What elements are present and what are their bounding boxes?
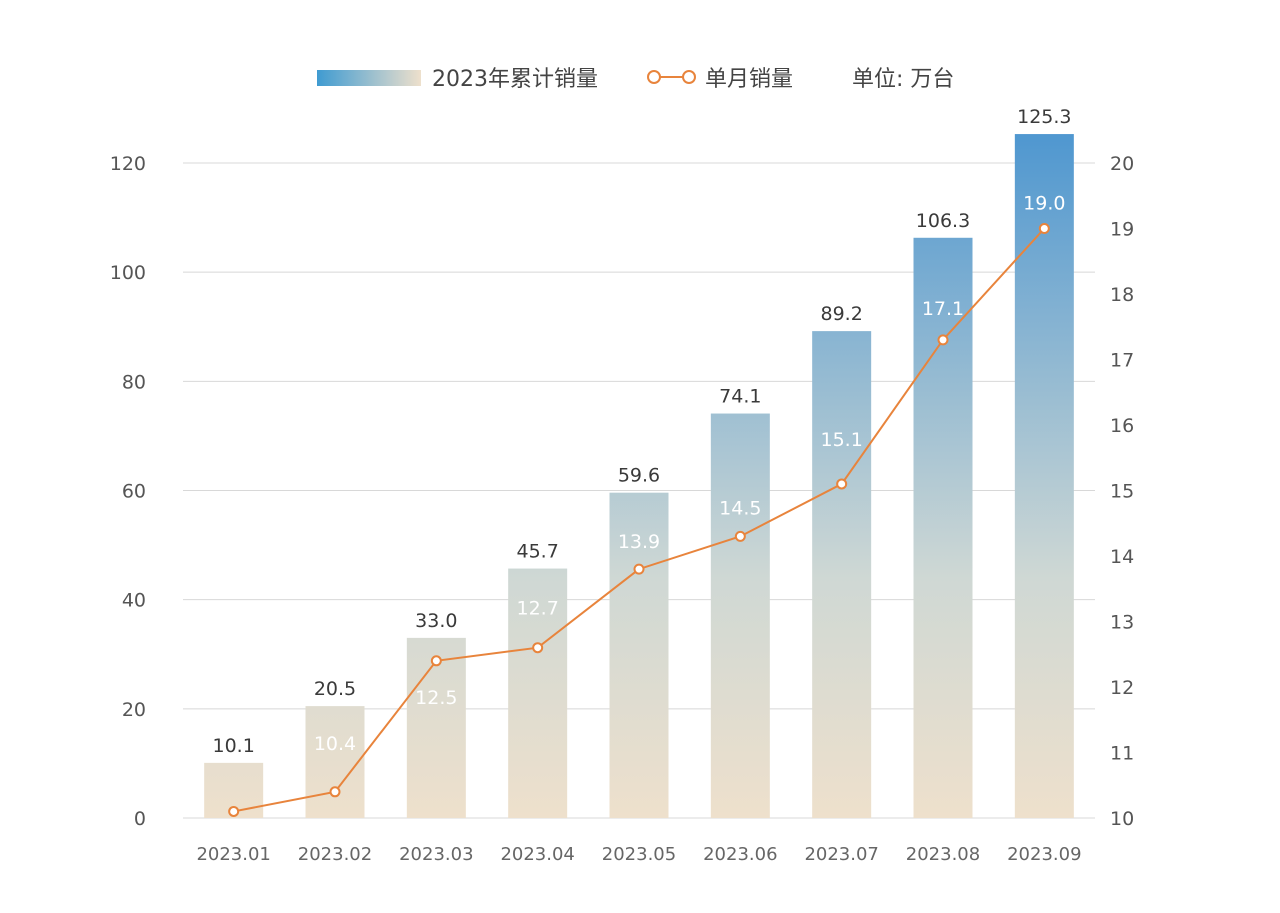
x-axis: 2023.01 2023.02 2023.03 2023.04 2023.05 2023.… <box>196 844 1081 865</box>
x-tick-label: 2023.08 <box>906 844 980 865</box>
bar-value-label: 10.1 <box>213 735 255 757</box>
bar-value-label: 125.3 <box>1017 106 1071 128</box>
y-right-tick-label: 16 <box>1110 415 1134 437</box>
legend-bar-label: 2023年累计销量 <box>432 67 598 92</box>
line-series: 10.4 12.5 12.7 13.9 14.5 15.1 17.1 19.0 <box>228 193 1065 817</box>
line-value-label: 12.5 <box>415 687 457 709</box>
line-point <box>1038 223 1050 234</box>
line-point <box>937 334 949 346</box>
y-right-tick-label: 13 <box>1110 612 1134 634</box>
line-point <box>329 786 341 798</box>
bar-value-label: 33.0 <box>415 610 457 632</box>
x-tick-label: 2023.05 <box>602 844 676 865</box>
y-right-tick-label: 15 <box>1110 481 1134 503</box>
line-value-label: 19.0 <box>1023 193 1065 215</box>
line-value-label: 14.5 <box>719 497 761 519</box>
x-tick-label: 2023.02 <box>298 844 372 865</box>
line-value-label: 15.1 <box>821 429 863 451</box>
line-point <box>228 805 240 817</box>
bar-value-label: 20.5 <box>314 678 356 700</box>
line-value-label: 12.7 <box>517 598 559 620</box>
y-right-tick-label: 19 <box>1110 219 1134 241</box>
y-right-tick-label: 18 <box>1110 284 1134 306</box>
y-right-tick-label: 11 <box>1110 743 1134 765</box>
line-point <box>633 563 645 575</box>
legend-unit: 单位: 万台 <box>852 67 954 92</box>
legend-line-label: 单月销量 <box>705 67 793 92</box>
y-right-tick-label: 17 <box>1110 350 1134 372</box>
y-left-tick-label: 100 <box>110 262 146 284</box>
bar <box>406 637 466 818</box>
x-tick-label: 2023.01 <box>196 844 270 865</box>
legend: 2023年累计销量 单月销量 单位: 万台 <box>317 67 954 92</box>
y-right-tick-label: 10 <box>1110 808 1134 830</box>
bar-value-label: 45.7 <box>517 541 559 563</box>
bar-value-label: 74.1 <box>719 386 761 408</box>
line-value-label: 10.4 <box>314 733 356 755</box>
bar <box>609 492 669 818</box>
line-point <box>836 478 848 490</box>
legend-line-marker-right <box>682 70 696 84</box>
y-left-tick-label: 0 <box>134 808 146 830</box>
y-left-tick-label: 60 <box>122 481 146 503</box>
bar <box>1014 134 1074 819</box>
y-right-tick-label: 20 <box>1110 153 1134 175</box>
y-left-tick-label: 80 <box>122 371 146 393</box>
bar-value-label: 89.2 <box>821 303 863 325</box>
bar-series: 10.1 20.5 33.0 45.7 59.6 74.1 89.2 106.3 125.3 <box>204 106 1074 819</box>
bar <box>913 237 973 818</box>
y-right-tick-label: 14 <box>1110 546 1134 568</box>
y-right-tick-label: 12 <box>1110 677 1134 699</box>
bar <box>508 568 568 818</box>
y-axis-right: 10 11 12 13 14 15 16 17 18 19 20 <box>1110 153 1134 830</box>
line-value-label: 13.9 <box>618 531 660 553</box>
y-left-tick-label: 120 <box>110 153 146 175</box>
x-tick-label: 2023.04 <box>500 844 574 865</box>
line-value-label: 17.1 <box>922 298 964 320</box>
x-tick-label: 2023.07 <box>804 844 878 865</box>
line-point <box>532 642 544 654</box>
y-left-tick-label: 20 <box>122 699 146 721</box>
y-left-tick-label: 40 <box>122 590 146 612</box>
bar-value-label: 106.3 <box>916 210 970 232</box>
legend-line-marker-left <box>647 70 661 84</box>
line-point <box>734 530 746 542</box>
x-tick-label: 2023.03 <box>399 844 473 865</box>
y-axis-left: 0 20 40 60 80 100 120 <box>110 153 146 830</box>
bar <box>305 706 365 818</box>
x-tick-label: 2023.06 <box>703 844 777 865</box>
legend-bar-swatch <box>317 70 421 86</box>
bar <box>710 413 770 818</box>
bar <box>812 331 872 818</box>
bar-value-label: 59.6 <box>618 465 660 487</box>
line-point <box>430 655 442 667</box>
x-tick-label: 2023.09 <box>1007 844 1081 865</box>
